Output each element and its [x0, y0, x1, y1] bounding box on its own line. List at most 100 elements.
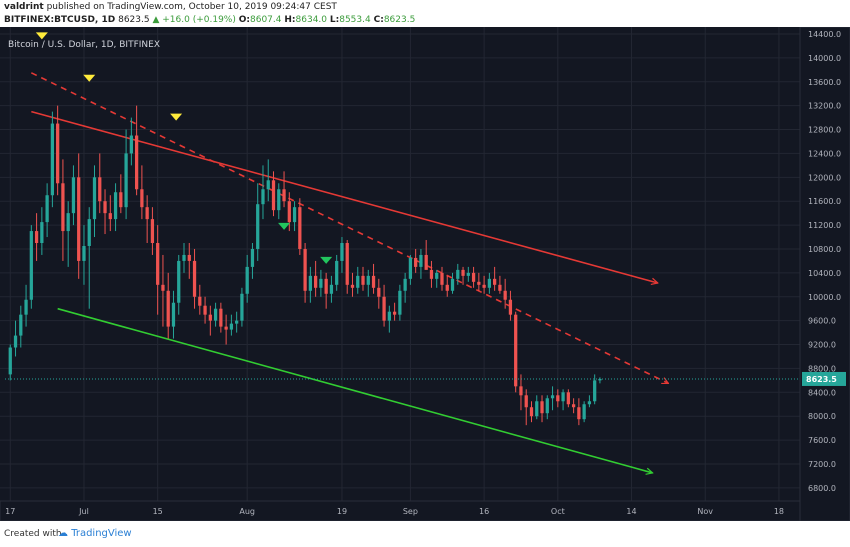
chart-header: valdrint published on TradingView.com, O…: [0, 0, 850, 27]
last-price-label-bg: [802, 371, 846, 386]
candle: [129, 117, 133, 166]
y-tick-label: 10800.0: [808, 245, 841, 254]
candle: [356, 266, 360, 294]
candle-body: [303, 248, 307, 291]
candle-body: [424, 254, 428, 270]
candle: [277, 183, 281, 220]
candle-body: [419, 254, 423, 267]
candle-body: [40, 222, 44, 244]
y-tick-label: 13200.0: [808, 102, 841, 111]
candle-body: [287, 201, 291, 223]
candle: [398, 284, 402, 321]
candle-body: [377, 287, 381, 297]
candle-body: [56, 123, 60, 184]
candle: [514, 311, 518, 393]
close-value: 8623.5: [383, 15, 416, 25]
candle-body: [371, 275, 376, 288]
candle: [524, 389, 528, 426]
grid: [0, 27, 800, 501]
candle-body: [398, 290, 402, 315]
chart-title: Bitcoin / U.S. Dollar, 1D, BITFINEX: [8, 40, 160, 50]
open-value: 8607.4: [250, 15, 282, 25]
candle-body: [593, 380, 597, 402]
candle: [361, 266, 365, 291]
x-tick-label: 19: [337, 507, 347, 516]
y-tick-label: 10000.0: [808, 293, 841, 302]
candle-body: [261, 189, 265, 205]
candle-body: [103, 201, 107, 214]
tradingview-logo[interactable]: ☁ TradingView: [58, 528, 132, 539]
candle: [34, 213, 39, 261]
x-tick-label: 16: [479, 507, 489, 516]
candle-body: [461, 269, 465, 276]
price-axis[interactable]: 6800.0 7200.0 7600.0 8000.0 8400.0 8800.0 9200…: [799, 26, 850, 522]
low-value: 8553.4: [339, 15, 371, 25]
candle: [292, 201, 297, 232]
candle: [582, 401, 586, 423]
candle-body: [366, 275, 370, 285]
candle-body: [224, 326, 228, 330]
candle-body: [271, 180, 276, 211]
candle: [598, 377, 602, 384]
candle: [482, 275, 486, 294]
candle: [571, 398, 576, 414]
candle: [224, 314, 228, 345]
candle-body: [219, 308, 223, 327]
high-value: 8634.0: [295, 15, 328, 25]
candle: [156, 225, 160, 315]
candle: [240, 287, 244, 327]
candle-body: [382, 296, 386, 321]
candle: [435, 269, 439, 288]
y-tick-label: 12000.0: [808, 173, 841, 182]
candle: [187, 243, 191, 279]
chart-area[interactable]: 6800.0 7200.0 7600.0 8000.0 8400.0 8800.0 9200…: [0, 26, 850, 522]
candle-body: [277, 189, 281, 211]
candle: [192, 248, 197, 309]
candle: [340, 237, 344, 273]
candle-body: [161, 284, 165, 291]
candle: [424, 240, 428, 270]
candle: [519, 374, 523, 411]
x-tick-label: Oct: [551, 507, 565, 516]
candle: [87, 207, 91, 309]
candle-body: [256, 204, 260, 249]
y-tick-label: 6800.0: [808, 484, 836, 493]
marker-triangle-green: [320, 256, 333, 264]
candle: [203, 296, 207, 324]
candle: [166, 272, 170, 339]
candle-body: [108, 213, 112, 220]
candle-body: [471, 272, 476, 282]
candle: [134, 105, 139, 196]
candle-body: [529, 407, 534, 417]
y-tick-label: 14400.0: [808, 30, 841, 39]
candlestick-chart[interactable]: 6800.0 7200.0 7600.0 8000.0 8400.0 8800.0 9200…: [0, 26, 850, 522]
low-label: L:: [329, 15, 340, 25]
candle-body: [493, 278, 497, 285]
candle-body: [440, 272, 444, 285]
candle: [150, 207, 155, 255]
candle-body: [203, 305, 207, 315]
time-axis[interactable]: 17 Jul 15 Aug 19 Sep 16 Oct 14 Nov 18: [0, 500, 801, 522]
candle-body: [598, 378, 602, 381]
candle-body: [171, 302, 176, 327]
candle-body: [477, 281, 481, 285]
candle: [508, 290, 513, 321]
candle-body: [134, 135, 139, 190]
y-tick-label: 9200.0: [808, 341, 836, 350]
time-axis-bg: [0, 500, 801, 522]
candle-body: [140, 189, 144, 208]
candle-body: [466, 272, 470, 276]
trendline-support: [57, 307, 653, 473]
candle-body: [229, 323, 234, 330]
last-price: 8623.5: [118, 15, 150, 25]
candle-body: [345, 243, 349, 285]
publisher-name[interactable]: valdrint: [4, 2, 44, 12]
candle-body: [182, 254, 186, 261]
candle-body: [582, 404, 586, 420]
candle-body: [50, 123, 55, 196]
y-tick-label: 7200.0: [808, 460, 836, 469]
candle-body: [156, 243, 160, 285]
candle: [124, 129, 128, 220]
candle-body: [329, 284, 334, 294]
candle: [82, 225, 86, 285]
